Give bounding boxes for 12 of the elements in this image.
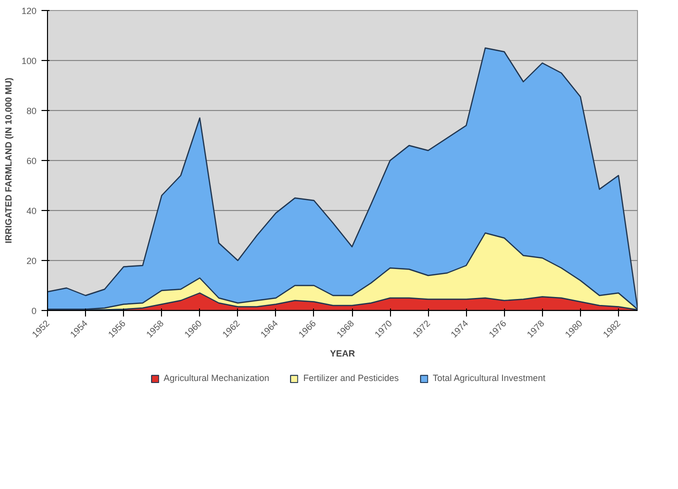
y-axis-title: IRRIGATED FARMLAND (IN 10,000 MU) bbox=[3, 78, 14, 244]
y-tick-label: 100 bbox=[21, 56, 37, 66]
y-tick-label: 60 bbox=[26, 156, 37, 166]
y-tick-label: 80 bbox=[26, 106, 37, 116]
y-tick-label: 120 bbox=[21, 6, 37, 16]
legend-label: Fertilizer and Pesticides bbox=[303, 373, 399, 383]
y-tick-label: 0 bbox=[31, 306, 37, 316]
legend-label: Total Agricultural Investment bbox=[432, 373, 546, 383]
y-tick-label: 20 bbox=[26, 256, 37, 266]
legend-label: Agricultural Mechanization bbox=[164, 373, 270, 383]
y-tick-label: 40 bbox=[26, 206, 37, 216]
x-axis-title: YEAR bbox=[330, 348, 356, 359]
